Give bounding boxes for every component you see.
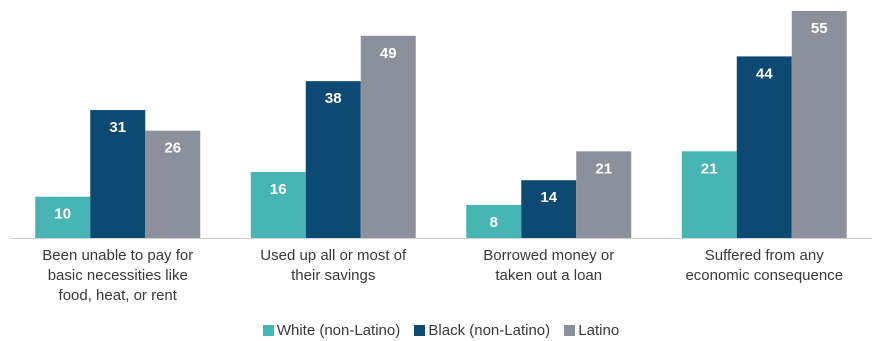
- bar-white-1: [35, 196, 91, 238]
- value-label-black-2: 38: [325, 90, 342, 107]
- bar-black-2: [305, 81, 361, 238]
- legend: White (non-Latino) Black (non-Latino) La…: [0, 322, 882, 339]
- legend-item-black: Black (non-Latino): [414, 322, 550, 339]
- value-label-white-4: 21: [701, 160, 718, 177]
- bar-black-3: [521, 180, 577, 238]
- bar-black-4: [736, 56, 792, 239]
- bar-latino-1: [145, 130, 201, 238]
- category-label-3: Borrowed money or taken out a loan: [483, 247, 614, 284]
- legend-swatch-white: [262, 325, 274, 336]
- category-label-1: Been unable to pay for basic necessities …: [42, 247, 193, 304]
- bar-white-3: [466, 204, 522, 238]
- legend-item-latino: Latino: [564, 322, 619, 339]
- value-label-black-1: 31: [109, 119, 126, 136]
- bar-latino-4: [791, 11, 847, 238]
- bar-latino-3: [576, 151, 632, 238]
- value-label-latino-1: 26: [164, 140, 181, 157]
- bar-white-2: [250, 171, 306, 238]
- value-label-black-4: 44: [756, 65, 773, 82]
- value-label-latino-3: 21: [595, 160, 612, 177]
- bar-white-4: [681, 151, 737, 238]
- value-label-white-2: 16: [270, 181, 287, 198]
- legend-swatch-black: [414, 325, 426, 336]
- value-label-white-1: 10: [54, 206, 71, 223]
- bar-latino-2: [360, 35, 416, 238]
- category-label-2: Used up all or most of their savings: [260, 247, 407, 284]
- legend-swatch-latino: [564, 325, 576, 336]
- value-label-black-3: 14: [540, 189, 557, 206]
- legend-label-white: White (non-Latino): [276, 322, 401, 339]
- category-label-4: Suffered from any economic consequence: [685, 247, 843, 284]
- value-label-latino-2: 49: [380, 45, 397, 62]
- legend-label-latino: Latino: [578, 322, 620, 339]
- legend-label-black: Black (non-Latino): [428, 322, 551, 339]
- bar-black-1: [90, 110, 146, 238]
- value-label-white-3: 8: [490, 214, 498, 231]
- legend-item-white: White (non-Latino): [262, 322, 401, 339]
- value-label-latino-4: 55: [811, 20, 828, 37]
